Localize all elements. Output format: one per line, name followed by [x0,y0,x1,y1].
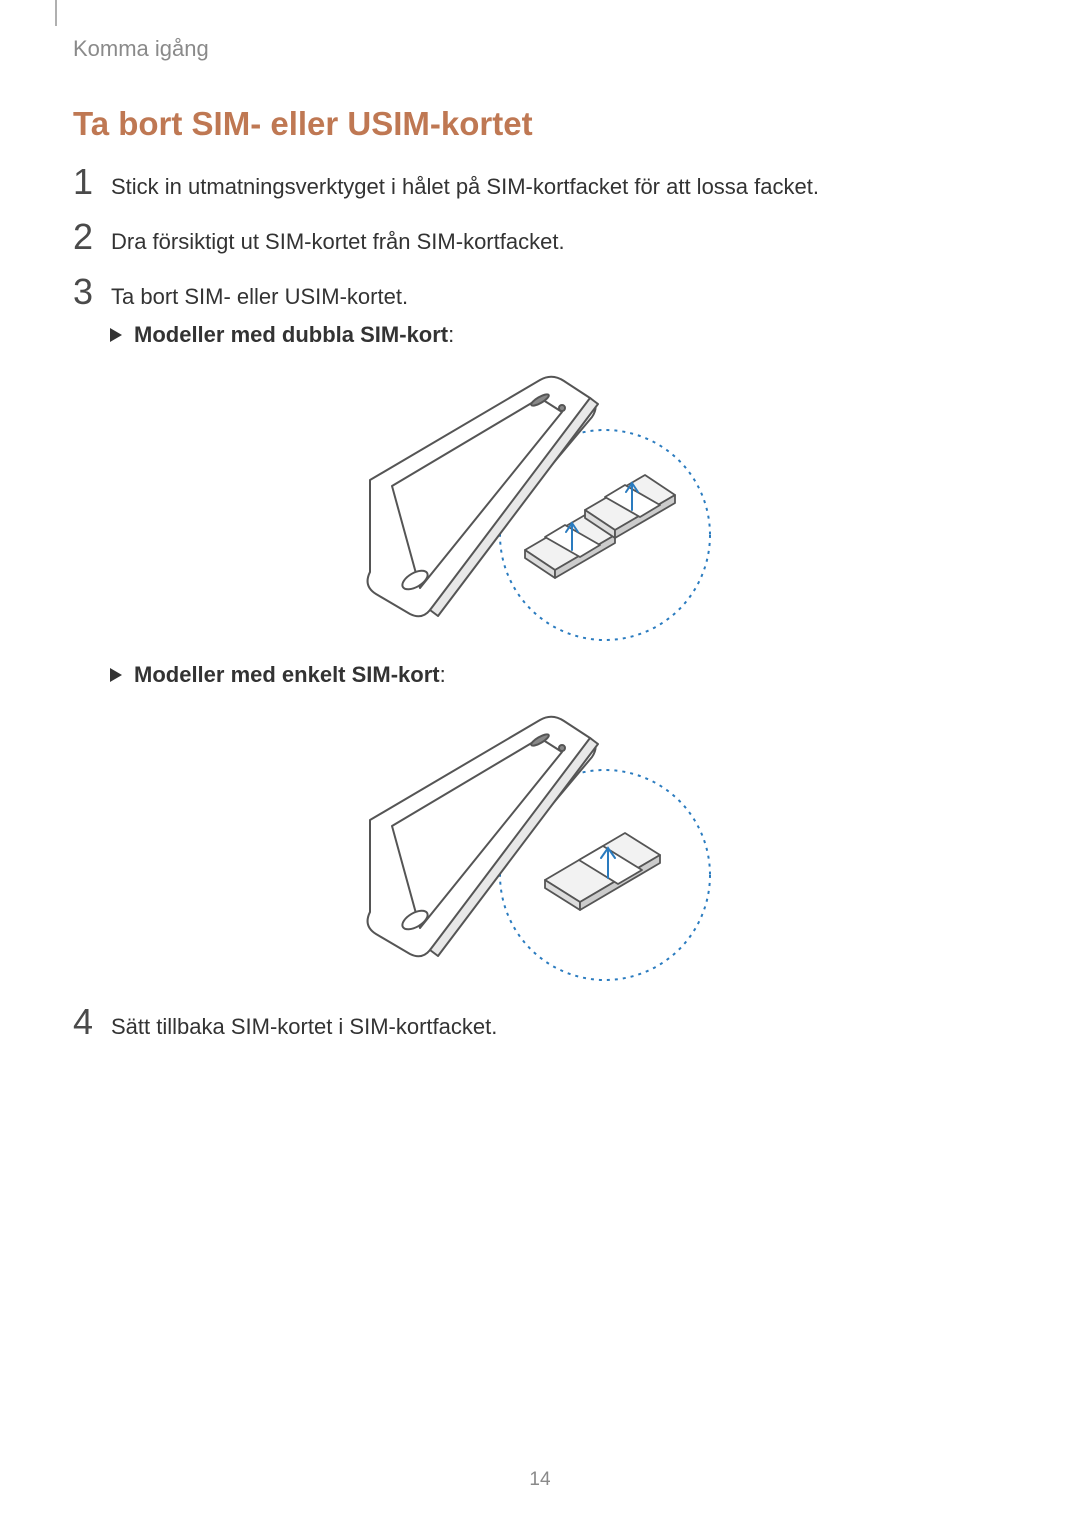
step-2-number: 2 [73,219,105,255]
bullet-dual-sim-label: Modeller med dubbla SIM-kort [134,322,448,347]
bullet-dual-sim-text: Modeller med dubbla SIM-kort: [134,322,454,348]
bullet-single-sim-text: Modeller med enkelt SIM-kort: [134,662,446,688]
page-number: 14 [0,1469,1080,1491]
bullet-single-sim: Modeller med enkelt SIM-kort: [110,662,446,688]
illustration-single-sim [330,700,750,995]
triangle-bullet-icon [110,668,122,682]
step-1: 1 Stick in utmatningsverktyget i hålet p… [73,170,819,202]
bullet-dual-sim-suffix: : [448,322,454,347]
step-2-text: Dra försiktigt ut SIM-kortet från SIM-ko… [111,227,565,257]
bullet-single-sim-suffix: : [440,662,446,687]
step-1-text: Stick in utmatningsverktyget i hålet på … [111,172,819,202]
page-header: Komma igång [73,36,209,62]
bullet-dual-sim: Modeller med dubbla SIM-kort: [110,322,454,348]
step-4-number: 4 [73,1004,105,1040]
header-side-tick [55,0,57,26]
triangle-bullet-icon [110,328,122,342]
step-3-number: 3 [73,274,105,310]
step-4-text: Sätt tillbaka SIM-kortet i SIM-kortfacke… [111,1012,497,1042]
step-1-number: 1 [73,164,105,200]
step-3-text: Ta bort SIM- eller USIM-kortet. [111,282,408,312]
main-heading: Ta bort SIM- eller USIM-kortet [73,105,533,143]
illustration-dual-sim [330,360,750,655]
bullet-single-sim-label: Modeller med enkelt SIM-kort [134,662,440,687]
step-3: 3 Ta bort SIM- eller USIM-kortet. [73,280,408,312]
step-4: 4 Sätt tillbaka SIM-kortet i SIM-kortfac… [73,1010,497,1042]
step-2: 2 Dra försiktigt ut SIM-kortet från SIM-… [73,225,565,257]
section-title: Komma igång [73,36,209,61]
